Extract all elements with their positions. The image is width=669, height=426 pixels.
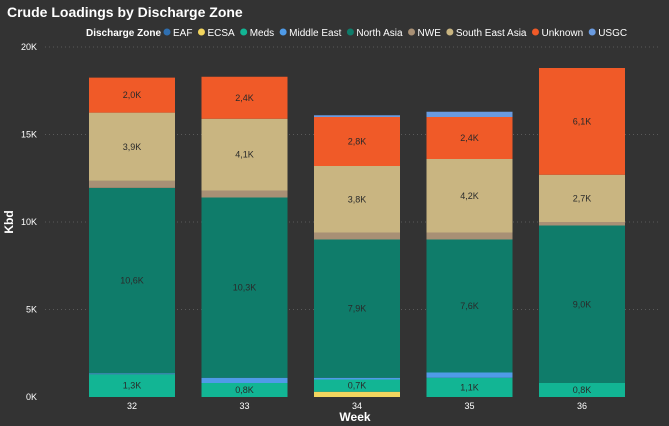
y-tick-label: 15K: [21, 130, 37, 140]
bars: [89, 68, 625, 397]
y-axis: 0K 5K 10K 15K 20K: [21, 42, 37, 402]
bar-segment-ecsa-34[interactable]: [314, 391, 400, 397]
legend-marker: [163, 28, 171, 36]
data-label: 0,8K: [235, 385, 254, 395]
bar-segment-usgc-34[interactable]: [314, 115, 400, 117]
bar-segment-meds-33[interactable]: [201, 383, 288, 397]
legend-item-middle-east[interactable]: Middle East: [279, 28, 342, 39]
bar-segment-north-asia-33[interactable]: [201, 197, 288, 378]
legend-item-south-east-asia[interactable]: South East Asia: [446, 28, 527, 39]
legend-label: USGC: [598, 28, 627, 39]
legend-label: North Asia: [356, 28, 403, 39]
bar-segment-meds-36[interactable]: [539, 383, 625, 397]
x-tick-label: 36: [577, 401, 587, 411]
data-label: 2,4K: [460, 133, 479, 143]
legend-marker: [279, 28, 287, 36]
x-tick-label: 35: [464, 401, 474, 411]
bar-segment-nwe-36[interactable]: [539, 222, 625, 226]
legend-marker: [197, 28, 205, 36]
bar-segment-north-asia-34[interactable]: [314, 239, 400, 378]
data-label: 10,3K: [233, 283, 257, 293]
bar-segment-meds-35[interactable]: [426, 377, 513, 397]
legend-label: Unknown: [541, 28, 583, 39]
data-label: 1,1K: [460, 382, 479, 392]
bar-segment-meds-32[interactable]: [89, 374, 175, 397]
data-label: 2,0K: [123, 90, 142, 100]
legend-label: ECSA: [207, 28, 235, 39]
bar-segment-north-asia-32[interactable]: [89, 187, 175, 374]
bar-segment-nwe-34[interactable]: [314, 232, 400, 240]
data-label: 9,0K: [573, 299, 592, 309]
bar-segment-nwe-33[interactable]: [201, 190, 288, 198]
bar-segment-south-east-asia-36[interactable]: [539, 174, 625, 222]
bar-segment-unknown-36[interactable]: [539, 68, 625, 175]
data-labels: 1,3K 10,6K 3,9K 2,0K 0,8K 10,3K 4,1K 2,4K 0,7K 7,…: [120, 90, 591, 395]
data-label: 4,2K: [460, 191, 479, 201]
legend-item-north-asia[interactable]: North Asia: [346, 28, 403, 39]
bar-segment-south-east-asia-35[interactable]: [426, 159, 513, 233]
data-label: 4,1K: [235, 150, 254, 160]
data-label: 3,9K: [123, 142, 142, 152]
data-label: 0,8K: [573, 385, 592, 395]
bar-segment-unknown-35[interactable]: [426, 117, 513, 159]
legend-marker: [446, 28, 454, 36]
data-label: 2,7K: [573, 193, 592, 203]
bar-segment-north-asia-36[interactable]: [539, 225, 625, 384]
data-label: 7,6K: [460, 301, 479, 311]
legend-title: Discharge Zone: [86, 28, 161, 39]
bar-segment-middle-east-33[interactable]: [201, 377, 288, 383]
bar-segment-south-east-asia-32[interactable]: [89, 112, 175, 181]
data-label: 10,6K: [120, 276, 144, 286]
bar-segment-unknown-33[interactable]: [201, 76, 288, 119]
data-label: 6,1K: [573, 116, 592, 126]
data-label: 3,8K: [348, 194, 367, 204]
legend-item-usgc[interactable]: USGC: [588, 28, 627, 39]
bar-segment-unknown-34[interactable]: [314, 117, 400, 166]
x-tick-label: 33: [239, 401, 249, 411]
legend-marker: [531, 28, 539, 36]
data-label: 1,3K: [123, 381, 142, 391]
bar-segment-north-asia-35[interactable]: [426, 239, 513, 373]
legend-item-unknown[interactable]: Unknown: [531, 28, 583, 39]
bar-segment-meds-34[interactable]: [314, 379, 400, 392]
bar-segment-unknown-32[interactable]: [89, 77, 175, 113]
bar-segment-middle-east-35[interactable]: [426, 372, 513, 378]
bar-segment-middle-east-34[interactable]: [314, 377, 400, 380]
legend-label: South East Asia: [456, 28, 527, 39]
bar-segment-nwe-35[interactable]: [426, 232, 513, 240]
legend-item-eaf[interactable]: EAF: [163, 28, 193, 39]
legend-item-nwe[interactable]: NWE: [408, 28, 441, 39]
x-tick-label: 32: [127, 401, 137, 411]
x-tick-label: 34: [352, 401, 362, 411]
legend: Discharge Zone EAF ECSA Meds Middle East Nor…: [86, 28, 627, 39]
legend-marker: [588, 28, 596, 36]
bar-segment-usgc-35[interactable]: [426, 111, 513, 117]
bar-segment-middle-east-32[interactable]: [89, 373, 175, 375]
legend-label: NWE: [418, 28, 442, 39]
legend-label: Meds: [250, 28, 274, 39]
x-axis: 32 33 34 35 36: [127, 401, 587, 411]
legend-marker: [346, 28, 354, 36]
data-label: 7,9K: [348, 304, 367, 314]
data-label: 0,7K: [348, 381, 367, 391]
legend-item-meds[interactable]: Meds: [240, 28, 274, 39]
legend-label: Middle East: [289, 28, 341, 39]
bar-segment-nwe-32[interactable]: [89, 180, 175, 188]
y-tick-label: 20K: [21, 42, 37, 52]
y-tick-label: 10K: [21, 217, 37, 227]
data-label: 2,4K: [235, 93, 254, 103]
data-label: 2,8K: [348, 137, 367, 147]
x-axis-title: Week: [339, 410, 370, 424]
y-axis-title: Kbd: [2, 210, 16, 233]
legend-label: EAF: [173, 28, 192, 39]
bar-segment-south-east-asia-34[interactable]: [314, 166, 400, 233]
legend-item-ecsa[interactable]: ECSA: [197, 28, 235, 39]
legend-marker: [240, 28, 248, 36]
y-tick-label: 5K: [26, 305, 37, 315]
bar-segment-south-east-asia-33[interactable]: [201, 118, 288, 191]
chart-title: Crude Loadings by Discharge Zone: [7, 4, 243, 20]
y-tick-label: 0K: [26, 392, 37, 402]
legend-marker: [408, 28, 416, 36]
